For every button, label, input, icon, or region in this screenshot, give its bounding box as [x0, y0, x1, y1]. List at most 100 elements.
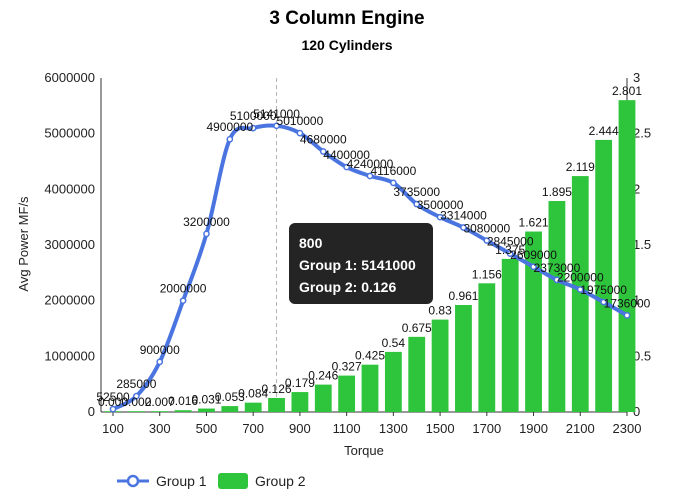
- bar: [478, 283, 496, 412]
- x-tick-label: 1300: [379, 421, 408, 436]
- line-point: [413, 200, 421, 208]
- bar: [174, 410, 192, 412]
- line-data-label: 3080000: [463, 222, 510, 236]
- line-data-label: 2609000: [510, 248, 557, 262]
- line-point: [296, 129, 304, 137]
- chart-subtitle: 120 Cylinders: [301, 37, 392, 53]
- x-axis-title: Torque: [344, 443, 384, 458]
- bar-data-label: 0.002: [121, 395, 151, 409]
- tooltip-box: [289, 223, 433, 304]
- line-point: [530, 263, 537, 271]
- line-point: [576, 286, 584, 293]
- bar-data-label: 0.016: [168, 394, 198, 408]
- legend-item-group1[interactable]: Group 1: [117, 473, 207, 489]
- line-point: [460, 224, 467, 231]
- bar-data-label: 0.031: [191, 393, 221, 407]
- bar-data-label: 0.246: [308, 369, 338, 383]
- line-data-label: 2200000: [557, 271, 604, 285]
- left-tick-label: 3000000: [44, 237, 95, 252]
- line-data-label: 4900000: [206, 120, 253, 134]
- bar: [221, 406, 239, 412]
- bar-data-label: 2.444: [589, 124, 619, 138]
- line-point: [156, 358, 164, 366]
- right-tick-label: 0: [633, 404, 640, 419]
- x-tick-label: 1500: [426, 421, 455, 436]
- bar-data-label: 0.053: [215, 390, 245, 404]
- x-tick-label: 1700: [472, 421, 501, 436]
- line-point: [366, 172, 374, 180]
- line-point: [273, 122, 280, 130]
- line-data-label: 285000: [116, 377, 156, 391]
- bar-data-label: 0.327: [332, 360, 362, 374]
- bar-data-label: 1.375: [495, 243, 525, 257]
- x-tick-labels: 100 300 500 700 900 1100 1300 1500 1700 1900 2100 2…: [102, 412, 641, 436]
- line-data-label: 4680000: [300, 132, 347, 146]
- left-tick-label: 1000000: [44, 348, 95, 363]
- legend-label-group1: Group 1: [156, 473, 207, 489]
- bar: [618, 100, 636, 412]
- bar: [198, 408, 215, 412]
- right-tick-label: 2: [633, 181, 640, 196]
- line-point: [109, 405, 117, 413]
- line-point: [319, 148, 327, 155]
- bar-data-label: 0.83: [428, 304, 452, 318]
- x-tick-label: 100: [102, 421, 124, 436]
- bar: [127, 411, 145, 412]
- line-data-label: 3500000: [417, 198, 464, 212]
- chart-title: 3 Column Engine: [269, 8, 424, 29]
- bar-data-label: 0.675: [402, 321, 432, 335]
- tooltip-title: 800: [299, 235, 323, 251]
- line-data-label: 1736000: [604, 296, 651, 310]
- right-tick-label: 3: [633, 70, 640, 85]
- bar: [501, 258, 519, 412]
- legend-marker-icon: [126, 474, 140, 488]
- bar: [244, 402, 262, 412]
- line-data-label: 2845000: [487, 235, 534, 249]
- line-point: [600, 298, 607, 306]
- line-point: [506, 250, 514, 257]
- line-point: [203, 230, 210, 238]
- line-point: [226, 135, 234, 143]
- left-tick-label: 2000000: [44, 293, 95, 308]
- legend-item-group2[interactable]: Group 2: [218, 473, 306, 489]
- line-data-label: 900000: [140, 343, 180, 357]
- line-point: [343, 163, 350, 171]
- line-point: [436, 213, 444, 221]
- line-data-label: 5010000: [277, 114, 324, 128]
- left-tick-labels: 0 1000000 2000000 3000000 4000000 5000000 6000…: [44, 70, 95, 419]
- right-tick-label: 2.5: [633, 126, 651, 141]
- line-point: [623, 312, 631, 319]
- left-tick-label: 5000000: [44, 126, 95, 141]
- bar: [384, 351, 402, 412]
- line-data-label: 4240000: [347, 157, 394, 171]
- line-data-label: 2000000: [160, 282, 207, 296]
- x-tick-label: 700: [242, 421, 264, 436]
- group2-bars: [104, 100, 636, 412]
- bar-data-label: 0.54: [382, 336, 406, 350]
- line-data-label: 5141000: [253, 107, 300, 121]
- bar: [455, 305, 472, 412]
- group2-data-labels: 0.0000.0020.0070.0160.0310.0530.0840.126…: [98, 84, 642, 409]
- bar-data-label: 1.621: [519, 216, 549, 230]
- bar-data-label: 2.119: [566, 160, 595, 174]
- bar: [338, 375, 356, 412]
- bar-data-label: 2.801: [612, 84, 642, 98]
- line-point: [179, 297, 187, 305]
- x-tick-label: 500: [196, 421, 218, 436]
- x-tick-label: 1100: [333, 421, 361, 436]
- line-point: [249, 124, 257, 132]
- bar: [408, 336, 426, 412]
- line-point: [553, 276, 561, 284]
- bar-data-label: 0.425: [355, 349, 385, 363]
- x-tick-label: 2100: [566, 421, 595, 436]
- group1-points: [109, 122, 631, 413]
- bar-data-label: 1.156: [472, 267, 502, 281]
- left-tick-label: 6000000: [44, 70, 95, 85]
- tooltip-group1: Group 1: 5141000: [299, 257, 416, 273]
- tooltip: 800 Group 1: 5141000 Group 2: 0.126: [289, 223, 433, 304]
- right-tick-label: 1: [633, 293, 640, 308]
- bar: [291, 392, 309, 412]
- bar: [151, 411, 169, 412]
- bar-data-label: 0.084: [238, 387, 268, 401]
